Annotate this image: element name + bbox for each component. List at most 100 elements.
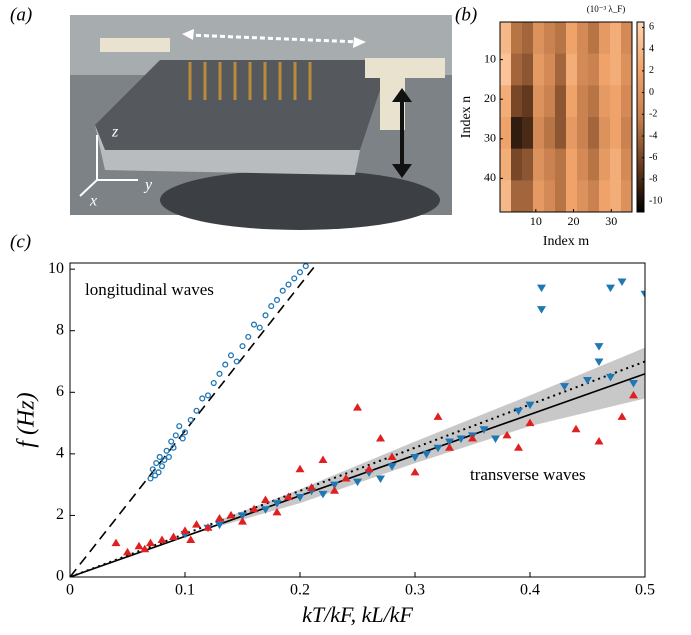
colorbar-segment [637,66,644,70]
heatmap-cell [522,53,534,86]
colorbar-segment [637,82,644,86]
data-point [176,423,183,430]
data-point [330,486,339,494]
y-tick-label: 2 [56,506,64,523]
heatmap-cell [621,85,633,118]
data-point [422,450,431,459]
data-point [279,287,286,294]
data-point [168,438,175,445]
data-point [291,275,298,282]
heatmap-cell [588,53,600,86]
data-point [192,520,201,528]
x-tick-label: 0.4 [520,582,540,599]
data-point [123,547,132,556]
data-point [140,544,150,553]
colorbar-segment [637,202,644,207]
data-point [204,392,212,399]
colorbar-segment [637,164,644,169]
heatmap-cell [577,148,589,181]
data-point [187,416,194,424]
data-point [376,433,385,442]
colorbar-segment [637,183,644,188]
y-tick-label: 8 [56,321,64,338]
colorbar-title: (10⁻³ λ_F) [587,4,626,14]
colorbar-segment [637,53,644,58]
fit-line [70,373,645,577]
heatmap-cell [577,22,589,55]
heatmap-cell [544,180,556,213]
colorbar-segment [637,136,644,140]
data-point [353,478,362,487]
data-point [640,290,645,299]
heatmap-cell [621,117,633,150]
heatmap-cell [621,148,633,181]
colorbar-segment [637,177,644,181]
colorbar-segment [637,196,644,200]
heatmap-cell [566,53,578,86]
heatmap-cell [599,117,611,150]
x-axis-label: Index m [543,234,589,249]
heatmap-cell [555,117,567,150]
photo: z y x [70,15,452,230]
data-point [468,433,477,442]
colorbar-segment [637,37,644,42]
heatmap-cell [511,53,523,86]
panel-label: (c) [10,231,31,252]
heatmap-cell [566,85,578,118]
heatmap-cell [533,180,545,213]
data-point [571,424,581,433]
data-point [307,483,316,491]
x-tick-label: 10 [530,214,542,228]
colorbar-segment [637,22,644,26]
colorbar-segment [637,79,644,83]
colorbar-segment [637,174,644,178]
data-point [410,467,420,476]
heatmap-cell [610,148,622,181]
data-point [179,435,186,442]
data-point [170,444,177,451]
data-point [272,507,282,516]
data-point [433,412,443,420]
colorbar-tick-label: -6 [649,152,657,163]
heatmap-cell [610,22,622,55]
x-tick-label: 0 [66,582,74,599]
data-point [153,460,160,467]
data-point [341,473,351,482]
colorbar-segment [637,186,644,191]
colorbar-segment [637,41,644,45]
data-point [155,469,162,476]
data-point [606,373,615,382]
colorbar-segment [637,85,644,89]
heatmap-cell [555,53,567,86]
data-point [330,481,339,490]
colorbar-segment [637,123,644,127]
data-point [163,447,170,454]
colorbar-segment [637,117,644,121]
panel-label: (b) [455,4,477,25]
x-tick-label: 0.1 [175,582,195,599]
heatmap-cell [599,22,611,55]
heatmap-cell [588,148,600,181]
x-axis-label: kT/kF, kL/kF [302,602,413,627]
heatmap-cell [610,117,622,150]
colorbar-segment [637,129,644,134]
data-point [193,407,200,414]
colorbar-segment [637,56,644,61]
heatmap-cell [621,53,633,86]
heatmap-cell [533,85,545,118]
data-point [158,463,166,470]
colorbar-segment [637,113,644,118]
data-point [250,321,258,328]
data-point [560,383,569,391]
heatmap-cell [610,180,622,213]
colorbar-tick-label: -4 [649,130,657,141]
heatmap-cell [522,22,534,55]
data-point [238,512,247,520]
data-point [617,278,627,286]
heatmap-cell [500,85,512,118]
data-point [296,269,304,276]
data-point [215,514,224,522]
data-point [302,263,309,270]
data-point [594,437,604,445]
x-tick-label: 0.5 [635,582,655,599]
